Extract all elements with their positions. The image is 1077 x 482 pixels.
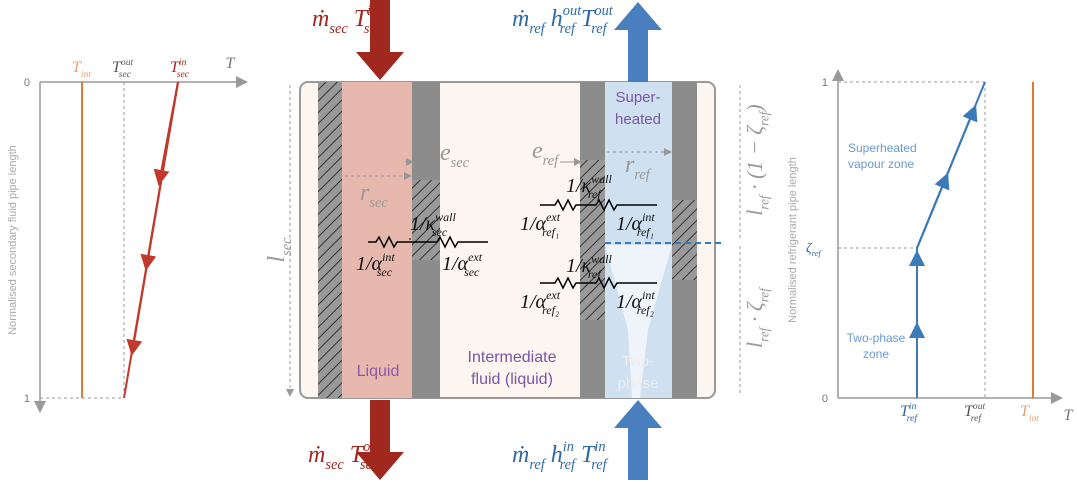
sub: ref — [907, 413, 919, 424]
sup: in — [367, 3, 378, 19]
math-label: 1/αextsec — [442, 250, 483, 279]
sup: int — [382, 250, 395, 264]
sup: out — [363, 439, 382, 455]
math-label: Tinsec — [170, 57, 190, 80]
text-label: Two- — [622, 353, 655, 370]
sup: wall — [591, 172, 612, 186]
sub: int — [1029, 413, 1039, 424]
sub: ref — [634, 167, 651, 183]
sub: sec — [364, 21, 383, 37]
sub: sec — [451, 155, 470, 171]
sup: ext — [546, 210, 561, 224]
base: · (1 − ζ — [742, 124, 767, 196]
sub: ref — [588, 187, 603, 201]
sub: ref₁ — [637, 225, 654, 239]
base: · ζ — [742, 300, 767, 328]
sup: int — [642, 288, 655, 302]
sub: ref — [757, 286, 772, 302]
math-label: ṁref hinref Tinref — [512, 439, 609, 473]
text-label: 1 — [822, 77, 828, 89]
left-plot — [40, 82, 245, 410]
math-label: ζref — [806, 241, 822, 258]
sup: out — [121, 57, 134, 68]
base: ṁ — [308, 442, 325, 468]
sup: in — [179, 57, 187, 68]
math-label: lsec — [264, 237, 295, 263]
text-label: Normalised secondary fluid pipe length — [7, 145, 19, 335]
base: ṁ — [312, 6, 329, 32]
base: ) — [742, 104, 767, 113]
sup: in — [594, 439, 605, 455]
sub: sec — [329, 21, 348, 37]
sub: sec — [119, 69, 132, 80]
sup: wall — [591, 252, 612, 266]
sub: ref — [591, 457, 608, 473]
text-label: phase — [618, 375, 659, 392]
sub: sec — [177, 69, 190, 80]
text-label: 1 — [24, 393, 30, 405]
text-label: 0 — [24, 77, 30, 89]
sub: ref — [588, 267, 603, 281]
math-label: Tinref — [900, 401, 918, 424]
text-label: fluid (liquid) — [471, 371, 553, 388]
sup: out — [973, 401, 986, 412]
sub: sec — [279, 237, 295, 256]
text-label: Superheated — [848, 141, 917, 155]
sub: ref — [971, 413, 983, 424]
sub: sec — [464, 265, 480, 279]
text-label: Normalised refrigerant pipe length — [787, 157, 799, 323]
sup: int — [642, 210, 655, 224]
center-box — [290, 0, 740, 480]
math-label: ṁref houtref Toutref — [512, 3, 614, 37]
text-label: heated — [615, 111, 661, 128]
text-label: 0 — [822, 393, 828, 405]
diagram: Normalised secondary fluid pipe length T 0… — [0, 0, 1077, 482]
text-label: zone — [863, 347, 889, 361]
sup: in — [563, 439, 574, 455]
sub: ref — [812, 249, 823, 258]
sup: wall — [435, 210, 456, 224]
sub: sec — [369, 195, 388, 211]
math-label: lref · (1 − ζref) — [742, 104, 772, 215]
text-label: Super- — [615, 89, 660, 106]
sub: ref₂ — [637, 303, 654, 317]
base: e — [440, 140, 451, 166]
sub: ref — [543, 153, 560, 169]
sup: ext — [468, 250, 483, 264]
text-label: T — [226, 55, 236, 72]
sup: out — [594, 3, 613, 19]
math-label: 1/αextref₂ — [520, 288, 561, 317]
math-label: Tint — [1020, 403, 1039, 424]
sub: ref — [591, 21, 608, 37]
sub: sec — [432, 225, 448, 239]
math-label: lref · ζref — [742, 286, 772, 348]
sub: ref₁ — [542, 225, 559, 239]
sub: sec — [325, 457, 344, 473]
base: ṁ — [512, 6, 529, 32]
text-label: vapour zone — [848, 157, 914, 171]
sup: ext — [546, 288, 561, 302]
base: ṁ — [512, 442, 529, 468]
sub: sec — [360, 457, 379, 473]
text-label: T — [1064, 407, 1074, 424]
sub: ref₂ — [542, 303, 559, 317]
sub: sec — [377, 265, 393, 279]
text-label: Intermediate — [468, 349, 557, 366]
sup: in — [909, 401, 917, 412]
math-label: Tint — [72, 59, 91, 80]
base: e — [532, 138, 543, 164]
text-label: Two-phase — [847, 331, 906, 345]
text-label: Liquid — [357, 363, 400, 380]
sub: int — [81, 69, 91, 80]
